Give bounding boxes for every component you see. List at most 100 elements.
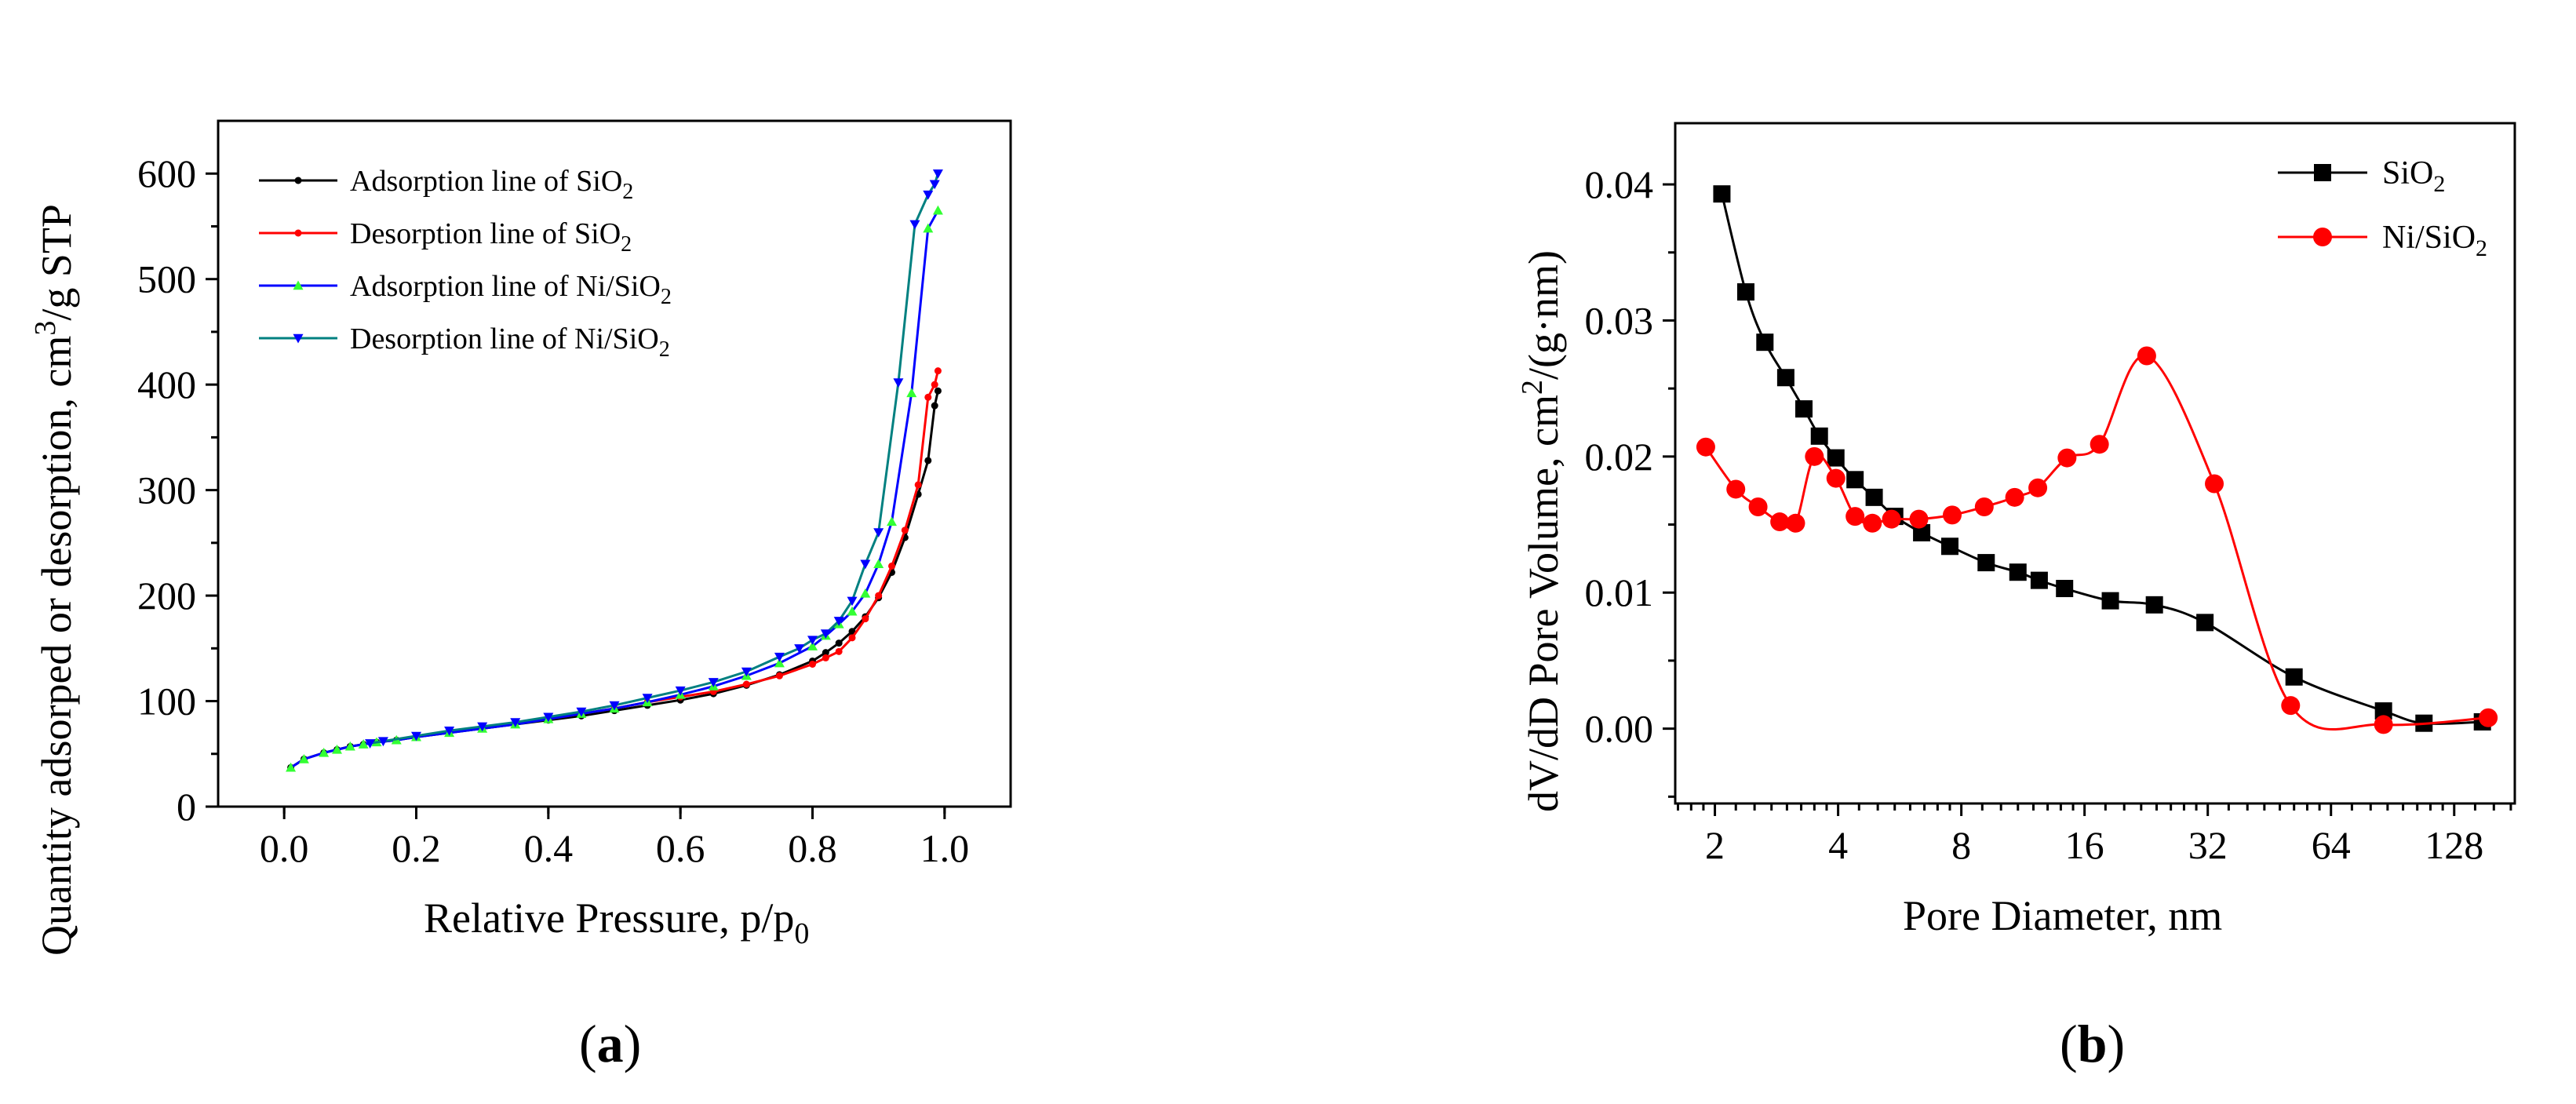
panel-a-y-tick-label: 400 (137, 363, 196, 406)
panel-b-series-line-2 (1704, 354, 2489, 731)
panel-b-series-1-point (2145, 596, 2163, 614)
panel-a-series-2-point (914, 481, 922, 489)
panel-b-chart: 2 4 8 16 32 64 128 0.00 0.01 0.02 0.03 0.04 SiO2 Ni/… (1516, 122, 2516, 1073)
panel-a-series-2-point (901, 526, 909, 534)
panel-a-series-3-point (860, 588, 871, 598)
panel-a-series-4-point (833, 617, 844, 626)
panel-a-series-4-point (510, 718, 521, 727)
panel-a-series-3-point (887, 516, 897, 526)
panel-b-y-tick-label: 0.00 (1585, 707, 1654, 751)
panel-a-series-4-point (576, 707, 587, 717)
panel-b-x-tick-label: 16 (2065, 823, 2104, 867)
panel-a-series-4-point (675, 686, 686, 696)
panel-b-series-2-point (1748, 497, 1768, 516)
panel-b-series-1-point (2009, 563, 2027, 581)
panel-b-series-1-point (1977, 554, 1995, 572)
panel-b-series-2-point (2137, 346, 2156, 366)
panel-b-y-tick-label: 0.04 (1585, 162, 1654, 206)
panel-a-series-3-point (344, 741, 355, 751)
panel-b-series-2-point (2479, 708, 2498, 727)
panel-a-series-1-point (822, 649, 829, 657)
panel-a-series-2-point (848, 634, 856, 642)
panel-a-series-3-point (332, 744, 342, 754)
panel-b-series-2-point (2090, 435, 2109, 454)
panel-b-legend-marker (2314, 164, 2331, 181)
panel-a-series-2-point (742, 680, 750, 688)
panel-b-y-tick-label: 0.01 (1585, 570, 1654, 614)
panel-b-series-1-point (1776, 369, 1794, 387)
panel-a-series-line-2 (482, 370, 939, 729)
panel-b-series-2-point (1786, 513, 1805, 533)
panel-b-series-2-point (1696, 437, 1715, 457)
panel-b-series-2-point (1770, 512, 1790, 532)
panel-a-series-4-point (820, 629, 831, 639)
panel-b-series-2-point (1909, 509, 1929, 529)
panel-a-series-3-point (847, 606, 858, 616)
panel-b-y-axis-label: dV/dD Pore Volume, cm2/(g·nm) (1516, 250, 1567, 812)
panel-a-series-4-point (807, 636, 818, 646)
panel-a-legend-label: Desorption line of Ni/SiO2 (350, 322, 670, 362)
panel-a-series-line-4 (370, 173, 939, 745)
panel-a-series-4-point (365, 739, 376, 749)
panel-b-series-1-point (1713, 185, 1731, 203)
panel-a-y-tick-label: 600 (137, 151, 196, 195)
panel-a-series-3-point (873, 559, 884, 568)
panel-b-legend: SiO2 Ni/SiO2 (2278, 155, 2487, 261)
panel-a-series-2-point (809, 660, 816, 668)
panel-a-series-2-point (934, 367, 942, 375)
panel-b-series-2-point (1845, 507, 1865, 526)
panel-a-series-3-point (932, 205, 943, 215)
panel-b-y-tick-label: 0.02 (1585, 435, 1654, 479)
panel-b-series-1-point (1941, 537, 1959, 556)
panel-b-series-2-point (2281, 696, 2301, 716)
panel-b-x-tick-label: 4 (1828, 823, 1848, 867)
panel-b-legend-marker (2313, 228, 2332, 246)
panel-a-series-1-point (835, 639, 843, 647)
panel-b-series-1-point (2056, 580, 2074, 598)
panel-a-series-3-point (774, 658, 785, 668)
panel-a-legend-marker (294, 229, 302, 237)
panel-b-series-2-point (2028, 478, 2048, 497)
panel-a-series-1-point (931, 402, 938, 410)
panel-a-series-4-point (794, 644, 805, 654)
panel-b-series-1-point (1865, 488, 1883, 506)
panel-a-series-4-point (923, 190, 934, 200)
panel-b-series-2-point (2205, 474, 2224, 494)
panel-b-series-1-point (2374, 702, 2392, 720)
panel-b-series-2-point (1863, 513, 1882, 533)
panel-b-series-2-point (1943, 505, 1962, 525)
panel-a-series-4-point (609, 701, 620, 711)
panel-a-series-4-point (847, 596, 858, 607)
panel-a-y-tick-label: 200 (137, 574, 196, 618)
panel-b-caption: (b) (2060, 1014, 2125, 1073)
panel-a-series-2-point (775, 672, 783, 680)
panel-a-y-tick-label: 100 (137, 680, 196, 723)
panel-a-series-4-point (543, 712, 554, 723)
panel-a-y-tick-label: 300 (137, 468, 196, 512)
panel-b-series-2-point (2005, 487, 2024, 507)
panel-a-x-tick-label: 0.6 (656, 826, 705, 870)
panel-a-series-4-point (909, 220, 920, 230)
panel-a-series-4-point (642, 694, 653, 704)
panel-b-series-1-point (1827, 449, 1845, 467)
panel-a-series-4-point (411, 731, 421, 741)
panel-a-series-4-point (444, 726, 455, 736)
panel-a-series-3-point (807, 641, 818, 650)
panel-b-x-axis-label: Pore Diameter, nm (1903, 892, 2222, 939)
panel-b-series-1-point (2196, 614, 2214, 632)
panel-b-series-1-point (1810, 427, 1828, 445)
panel-a-series-4-point (708, 678, 719, 687)
panel-a-legend: Adsorption line of SiO2 Desorption line o… (259, 165, 672, 362)
panel-b-series-1-point (2101, 592, 2119, 610)
panel-a-chart: 0.0 0.2 0.4 0.6 0.8 1.0 0 100 200 300 400 500 600 Ad… (29, 119, 1012, 1073)
panel-a-y-tick-label: 0 (177, 785, 196, 829)
panel-a-legend-label: Adsorption line of Ni/SiO2 (350, 270, 672, 309)
panel-b-series-1-point (1736, 283, 1754, 301)
panel-b-x-tick-label: 2 (1705, 823, 1725, 867)
panel-a-y-tick-label: 500 (137, 257, 196, 301)
panel-a-series-1-point (934, 387, 942, 395)
panel-a-x-tick-label: 0.8 (788, 826, 837, 870)
panel-a-series-1-point (924, 457, 932, 465)
panel-b-x-tick-label: 8 (1951, 823, 1971, 867)
